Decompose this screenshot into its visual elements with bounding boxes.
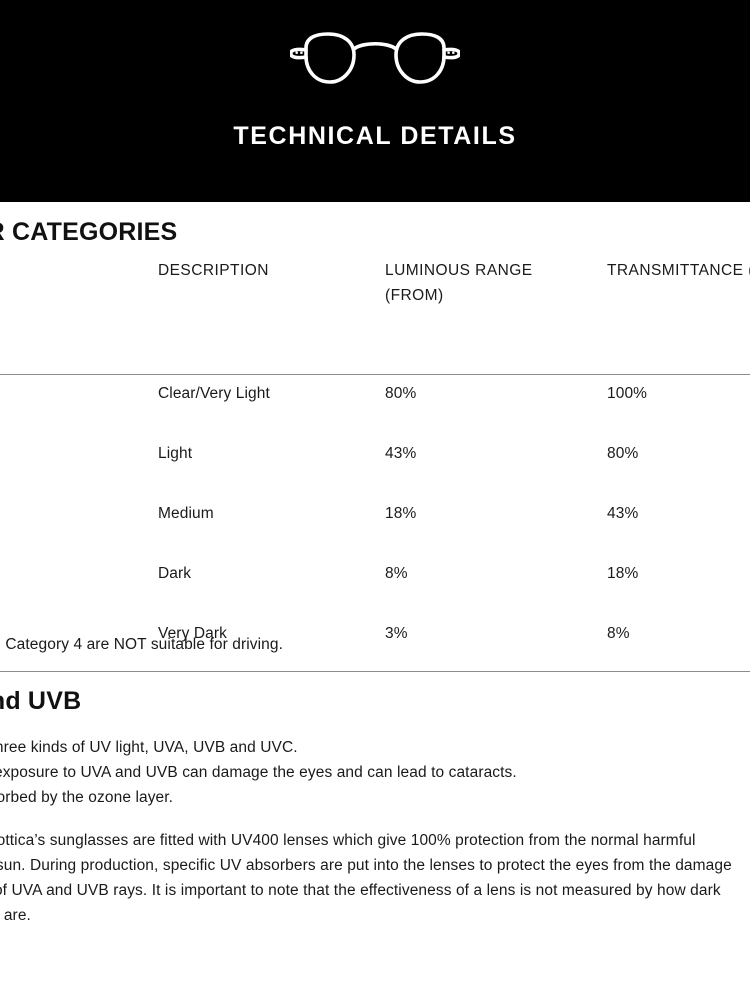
filter-categories-heading: FILTER CATEGORIES [0, 218, 178, 246]
uv400-line: rays of the sun. During production, spec… [0, 857, 732, 874]
cell-description: Clear/Very Light [158, 385, 270, 402]
column-header-description: DESCRIPTION [158, 262, 269, 279]
cell-description: Light [158, 445, 193, 462]
uv-facts-list: There are three kinds of UV light, UVA, … [0, 735, 517, 810]
table-row: 1 Light 43% 80% [0, 444, 750, 504]
glasses-icon [289, 28, 461, 90]
cell-luminous-range: 18% [385, 505, 417, 522]
table-row: 4 Very Dark 3% 8% [0, 624, 750, 684]
page-title: TECHNICAL DETAILS [233, 122, 517, 150]
cell-transmittance: 80% [607, 445, 639, 462]
cell-transmittance: 43% [607, 505, 639, 522]
cell-luminous-range: 3% [385, 625, 408, 642]
cell-luminous-range: 43% [385, 445, 417, 462]
hero-banner: TECHNICAL DETAILS [0, 0, 750, 202]
uv400-paragraph: All of Mondottica’s sunglasses are fitte… [0, 828, 732, 928]
column-header-transmittance: TRANSMITTANCE (TO) [607, 262, 750, 279]
table-header-row: CAT DESCRIPTION LUMINOUS RANGE (FROM) TR… [0, 258, 750, 320]
uv400-line: or light they are. [0, 907, 31, 924]
table-top-rule [0, 374, 750, 375]
cell-luminous-range: 8% [385, 565, 408, 582]
cell-description: Medium [158, 505, 214, 522]
uv400-line: All of Mondottica’s sunglasses are fitte… [0, 832, 696, 849]
table-row: 2 Medium 18% 43% [0, 504, 750, 564]
column-header-luminous-range: LUMINOUS RANGE (FROM) [385, 262, 533, 304]
table-row: 3 Dark 8% 18% [0, 564, 750, 624]
cell-description: Dark [158, 565, 192, 582]
uv400-line: caused by of UVA and UVB rays. It is imp… [0, 882, 721, 899]
uv-fact-line: Prolonged exposure to UVA and UVB can da… [0, 764, 517, 781]
cell-transmittance: 100% [607, 385, 648, 402]
table-bottom-rule [0, 671, 750, 672]
driving-note: Lenses with Category 4 are NOT suitable … [0, 636, 284, 653]
table-row: 0 Clear/Very Light 80% 100% [0, 384, 750, 444]
filter-categories-table: CAT DESCRIPTION LUMINOUS RANGE (FROM) TR… [0, 258, 750, 672]
uv-fact-line: UVC is absorbed by the ozone layer. [0, 789, 174, 806]
uv-section-heading: UVA and UVB [0, 687, 82, 715]
cell-transmittance: 8% [607, 625, 630, 642]
cell-transmittance: 18% [607, 565, 639, 582]
cell-luminous-range: 80% [385, 385, 417, 402]
cell-description: Very Dark [158, 625, 227, 642]
uv-fact-line: There are three kinds of UV light, UVA, … [0, 739, 298, 756]
